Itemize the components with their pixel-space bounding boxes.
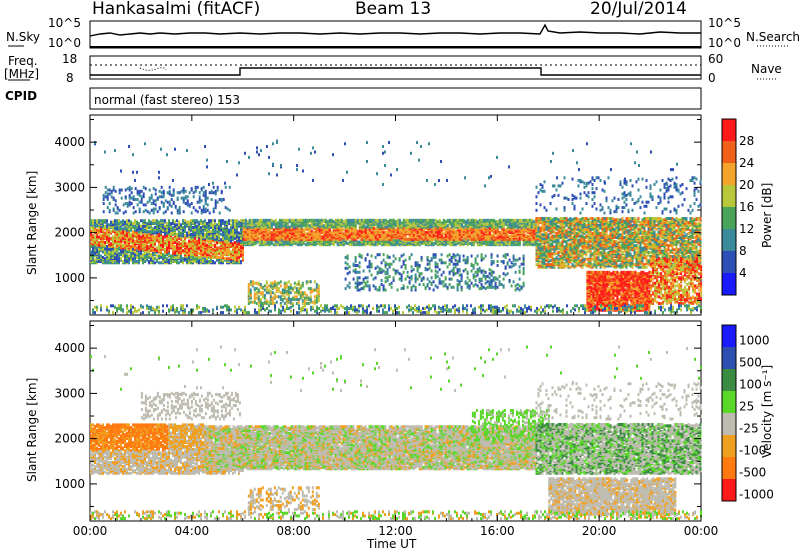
rti-plot-svg: 1000 2000 3000 4000 4 8 12 16 20 24 28 00:00 04:00… <box>0 0 800 554</box>
velocity-colorbar-label: Velocity [m s⁻¹] <box>760 365 774 458</box>
power-ylabel: Slant Range [km] <box>25 171 39 275</box>
colorbar-swatch <box>722 141 736 164</box>
power-panel: 1000 2000 3000 4000 4 8 12 16 20 24 28 <box>54 115 754 315</box>
colorbar-swatch <box>722 347 736 370</box>
y-tick-label: 4000 <box>54 135 85 149</box>
colorbar-tick-label: 28 <box>739 134 754 148</box>
colorbar-swatch <box>722 251 736 274</box>
y-tick-label: 4000 <box>54 341 85 355</box>
y-tick-label: 1000 <box>54 477 85 491</box>
y-tick-label: 1000 <box>54 271 85 285</box>
colorbar-tick-label: 4 <box>739 266 747 280</box>
colorbar-tick-label: 1000 <box>739 333 770 347</box>
colorbar-swatch <box>722 479 736 502</box>
x-tick-label: 16:00 <box>480 524 515 538</box>
cpid-box <box>90 88 701 109</box>
power-colorbar: 4 8 12 16 20 24 28 <box>722 119 754 296</box>
velocity-panel: 00:00 04:00 08:00 12:00 16:00 20:00 00:00 1000 2… <box>54 321 773 538</box>
x-tick-label: 00:00 <box>684 524 719 538</box>
colorbar-tick-label: 16 <box>739 200 754 214</box>
noise-sky-trace <box>90 25 701 36</box>
colorbar-swatch <box>722 163 736 186</box>
y-tick-label: 2000 <box>54 226 85 240</box>
x-tick-label: 20:00 <box>582 524 617 538</box>
colorbar-swatch <box>722 229 736 252</box>
x-tick-label: 08:00 <box>276 524 311 538</box>
colorbar-tick-label: 500 <box>739 355 762 369</box>
colorbar-tick-label: -25 <box>739 421 759 435</box>
x-tick-label: 04:00 <box>175 524 210 538</box>
colorbar-tick-label: 12 <box>739 222 754 236</box>
colorbar-swatch <box>722 391 736 414</box>
colorbar-swatch <box>722 185 736 208</box>
colorbar-tick-label: 8 <box>739 244 747 258</box>
colorbar-swatch <box>722 325 736 348</box>
colorbar-swatch <box>722 369 736 392</box>
colorbar-swatch <box>722 273 736 296</box>
colorbar-tick-label: -500 <box>739 465 766 479</box>
colorbar-swatch <box>722 435 736 458</box>
x-axis-title: Time UT <box>367 537 416 551</box>
colorbar-tick-label: 20 <box>739 178 754 192</box>
freq-panel <box>8 56 778 80</box>
y-tick-label: 3000 <box>54 386 85 400</box>
colorbar-swatch <box>722 207 736 230</box>
colorbar-swatch <box>722 457 736 480</box>
colorbar-tick-label: 25 <box>739 399 754 413</box>
y-tick-label: 2000 <box>54 432 85 446</box>
power-colorbar-label: Power [dB] <box>760 183 774 248</box>
velocity-ylabel: Slant Range [km] <box>25 378 39 482</box>
colorbar-tick-label: -1000 <box>739 487 774 501</box>
colorbar-swatch <box>722 119 736 142</box>
noise-panel <box>8 21 790 48</box>
x-tick-label: 12:00 <box>378 524 413 538</box>
colorbar-tick-label: 100 <box>739 377 762 391</box>
x-tick-label: 00:00 <box>73 524 108 538</box>
colorbar-swatch <box>722 413 736 436</box>
y-tick-label: 3000 <box>54 180 85 194</box>
colorbar-tick-label: 24 <box>739 156 754 170</box>
